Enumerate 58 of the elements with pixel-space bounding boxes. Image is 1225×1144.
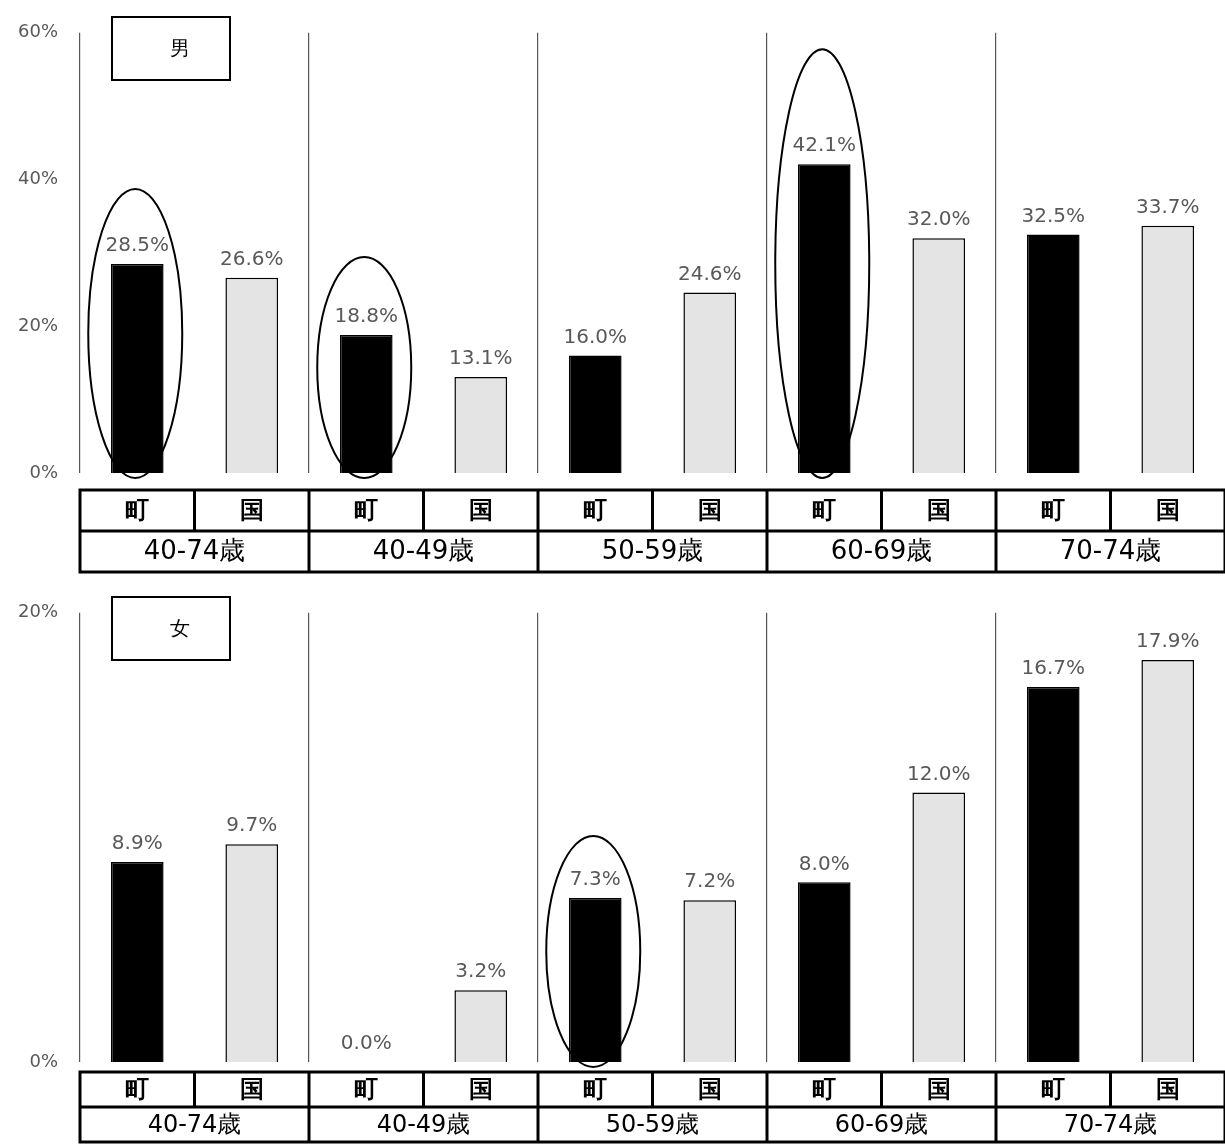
x-tick-label: 町 <box>125 495 150 524</box>
x-tick-label: 国 <box>697 495 722 524</box>
data-label: 42.1% <box>792 132 857 157</box>
x-tick-label: 国 <box>697 1074 722 1103</box>
text: 40-49歳 <box>376 1109 471 1138</box>
x-tick-label: 町 <box>812 1074 837 1103</box>
text: 40-74歳 <box>143 535 246 566</box>
data-label: 33.7% <box>1135 193 1200 218</box>
text: 50-59歳 <box>605 1109 700 1138</box>
text: 70-74歳 <box>1059 535 1162 566</box>
y-tick-label: 0% <box>29 460 58 482</box>
x-tick-label: 国 <box>1155 1074 1180 1103</box>
x-tick-label: 国 <box>926 1074 951 1103</box>
x-tick-label: 町 <box>354 495 379 524</box>
annotation: 女 <box>170 616 190 641</box>
text: 50-59歳 <box>601 535 704 566</box>
data-label: 17.9% <box>1135 628 1200 653</box>
x-tick-label: 国 <box>468 1074 493 1103</box>
text: 60-69歳 <box>834 1109 929 1138</box>
y-tick-label: 40% <box>17 167 58 189</box>
data-label: 18.8% <box>334 303 399 328</box>
data-label: 12.0% <box>906 760 971 785</box>
x-tick-label: 国 <box>926 495 951 524</box>
x-tick-label: 町 <box>1041 1074 1066 1103</box>
y-tick-label: 20% <box>17 313 58 335</box>
data-label: 3.2% <box>455 958 507 983</box>
y-tick-label: 20% <box>17 600 58 622</box>
y-tick-label: 0% <box>29 1049 58 1071</box>
text: 70-74歳 <box>1063 1109 1158 1138</box>
data-label: 28.5% <box>105 232 170 257</box>
y-tick-label: 60% <box>17 20 58 42</box>
data-label: 9.7% <box>226 812 278 837</box>
data-label: 13.1% <box>448 345 513 370</box>
data-label: 0.0% <box>340 1030 392 1055</box>
data-label: 26.6% <box>219 246 284 271</box>
x-tick-label: 町 <box>1041 495 1066 524</box>
text: 40-49歳 <box>372 535 475 566</box>
x-tick-label: 国 <box>468 495 493 524</box>
data-label: 16.0% <box>563 323 628 348</box>
x-tick-label: 町 <box>354 1074 379 1103</box>
x-tick-label: 町 <box>583 495 608 524</box>
data-label: 7.2% <box>684 868 736 893</box>
data-label: 7.3% <box>569 866 621 891</box>
data-label: 16.7% <box>1021 655 1086 680</box>
data-label: 32.5% <box>1021 202 1086 227</box>
data-label: 8.9% <box>111 830 163 855</box>
x-tick-label: 町 <box>125 1074 150 1103</box>
x-tick-label: 町 <box>583 1074 608 1103</box>
x-tick-label: 町 <box>812 495 837 524</box>
data-label: 8.0% <box>798 850 850 875</box>
x-tick-label: 国 <box>1155 495 1180 524</box>
data-label: 24.6% <box>677 260 742 285</box>
x-tick-label: 国 <box>239 495 264 524</box>
x-tick-label: 国 <box>239 1074 264 1103</box>
text: 60-69歳 <box>830 535 933 566</box>
data-label: 32.0% <box>906 206 971 231</box>
text: 40-74歳 <box>147 1109 242 1138</box>
annotation: 男 <box>170 36 190 61</box>
